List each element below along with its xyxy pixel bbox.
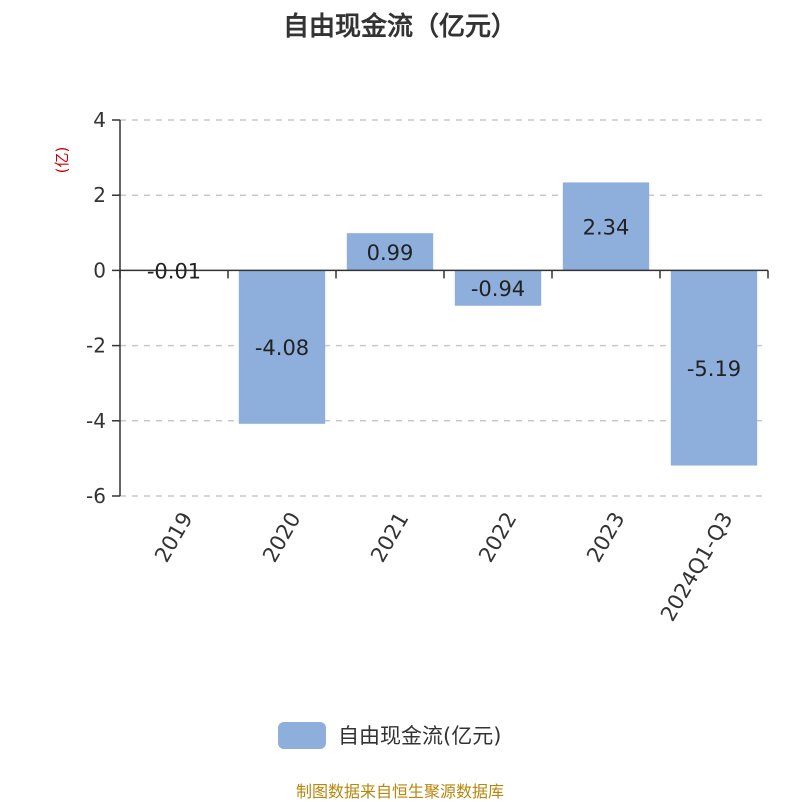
data-label: -0.94 <box>471 277 525 301</box>
axes: 4 2 0 -2 -4 -6 2019 2020 2021 2022 2023 2024Q1-Q3 <box>86 108 769 625</box>
bar-2022[interactable] <box>454 270 542 306</box>
y-tick-label: 0 <box>93 258 106 282</box>
data-label: -5.19 <box>687 357 741 381</box>
y-tick-label: -4 <box>86 409 106 433</box>
bar-2023[interactable] <box>562 182 650 271</box>
y-tick-label: 4 <box>93 108 106 132</box>
x-tick-label: 2022 <box>474 508 522 566</box>
chart-title: 自由现金流（亿元） <box>282 12 517 42</box>
grid-lines <box>120 119 768 497</box>
data-labels: -0.01 -4.08 0.99 -0.94 2.34 -5.19 <box>147 215 741 381</box>
y-tick-label: -2 <box>86 334 106 358</box>
x-tick-label: 2019 <box>150 508 198 566</box>
bar-2024Q1-Q3[interactable] <box>670 270 758 466</box>
bars <box>130 182 758 466</box>
x-tick-label: 2021 <box>366 508 414 566</box>
data-label: -0.01 <box>147 259 201 283</box>
bar-2021[interactable] <box>346 233 434 271</box>
y-tick-label: 2 <box>93 183 106 207</box>
data-source: 制图数据来自恒生聚源数据库 <box>295 782 504 801</box>
data-label: 2.34 <box>583 215 630 239</box>
x-tick-label: 2024Q1-Q3 <box>656 508 738 625</box>
legend-label: 自由现金流(亿元) <box>338 724 502 748</box>
y-tick-label: -6 <box>86 484 106 508</box>
x-tick-label: 2023 <box>582 508 630 566</box>
legend[interactable]: 自由现金流(亿元) <box>278 720 501 750</box>
data-label: 0.99 <box>367 241 414 265</box>
data-label: -4.08 <box>255 336 309 360</box>
x-tick-label: 2020 <box>258 508 306 566</box>
bar-2020[interactable] <box>238 270 326 424</box>
legend-swatch <box>278 721 326 749</box>
